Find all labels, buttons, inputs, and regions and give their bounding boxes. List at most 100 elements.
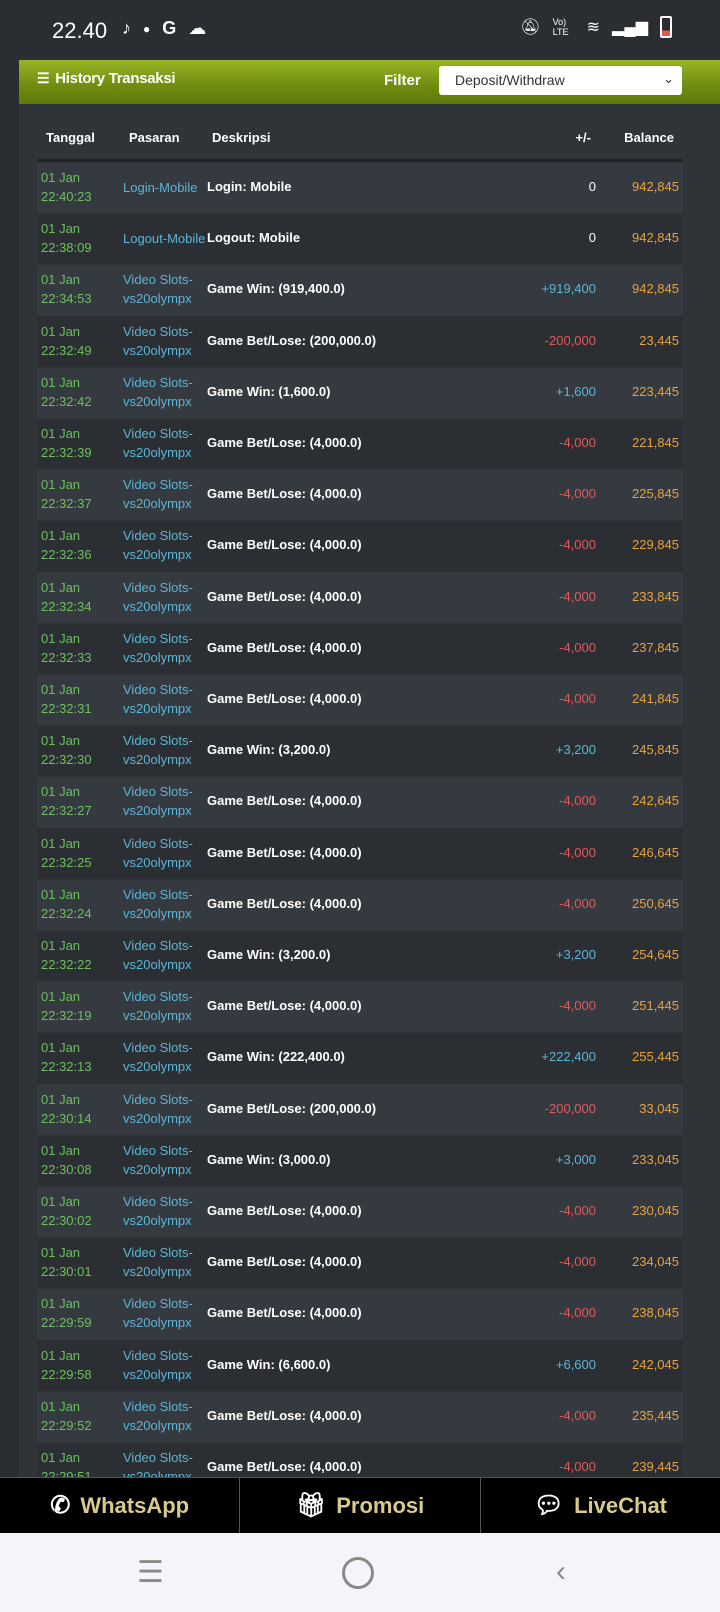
row-balance: 942,845 bbox=[632, 230, 679, 246]
row-market: Video Slots-vs20olympx bbox=[123, 1296, 193, 1331]
axis-icon: ● bbox=[143, 21, 151, 36]
table-row: 01 Jan 22:32:27 Video Slots-vs20olympx Game… bbox=[37, 777, 683, 828]
row-market: Video Slots-vs20olympx bbox=[123, 374, 193, 409]
row-balance: 239,445 bbox=[632, 1459, 679, 1474]
row-balance: 234,045 bbox=[632, 1254, 679, 1270]
row-market: Video Slots-vs20olympx bbox=[123, 1398, 193, 1433]
row-date: 01 Jan 22:30:14 bbox=[41, 1091, 92, 1126]
chevron-down-icon: ⌄ bbox=[663, 71, 674, 86]
col-change: +/- bbox=[575, 130, 591, 145]
row-description: Game Bet/Lose: (4,000.0) bbox=[207, 691, 362, 706]
row-change: -4,000 bbox=[559, 1254, 596, 1270]
row-date: 01 Jan 22:32:19 bbox=[41, 989, 92, 1024]
row-change: -4,000 bbox=[559, 435, 596, 450]
table-row: 01 Jan 22:30:01 Video Slots-vs20olympx Game… bbox=[37, 1238, 683, 1289]
row-date: 01 Jan 22:32:42 bbox=[41, 374, 92, 409]
row-change: -4,000 bbox=[559, 844, 596, 860]
row-date: 01 Jan 22:34:53 bbox=[41, 272, 92, 307]
row-description: Game Bet/Lose: (4,000.0) bbox=[207, 588, 362, 604]
row-market: Video Slots-vs20olympx bbox=[123, 426, 193, 460]
col-deskripsi: Deskripsi bbox=[212, 130, 271, 145]
row-description: Game Bet/Lose: (4,000.0) bbox=[207, 1305, 362, 1321]
row-date: 01 Jan 22:32:22 bbox=[41, 938, 92, 972]
table-row: 01 Jan 22:34:53 Video Slots-vs20olympx Game… bbox=[37, 265, 683, 316]
row-description: Game Bet/Lose: (4,000.0) bbox=[207, 435, 362, 450]
row-date: 01 Jan 22:32:39 bbox=[41, 426, 92, 460]
row-date: 01 Jan 22:30:02 bbox=[41, 1194, 92, 1228]
row-change: 0 bbox=[588, 230, 596, 246]
row-balance: 33,045 bbox=[639, 1100, 679, 1116]
livechat-button[interactable]: 💬︎ LiveChat bbox=[533, 1492, 668, 1519]
row-market: Video Slots-vs20olympx bbox=[123, 733, 193, 768]
row-change: +3,000 bbox=[555, 1151, 596, 1167]
row-market: Video Slots-vs20olympx bbox=[123, 272, 193, 307]
table-header: Tanggal Pasaran Deskripsi +/- Balance bbox=[37, 122, 683, 162]
table-row: 01 Jan 22:40:23 Login-Mobile Login: Mobile 0… bbox=[37, 163, 683, 213]
row-balance: 245,845 bbox=[632, 742, 679, 758]
table-row: 01 Jan 22:32:34 Video Slots-vs20olympx Game… bbox=[37, 572, 683, 623]
row-balance: 229,845 bbox=[632, 537, 679, 553]
row-balance: 233,045 bbox=[632, 1151, 679, 1167]
row-description: Game Bet/Lose: (4,000.0) bbox=[207, 537, 362, 553]
row-description: Game Win: (6,600.0) bbox=[207, 1356, 331, 1372]
row-market: Video Slots-vs20olympx bbox=[123, 938, 193, 972]
row-change: -4,000 bbox=[559, 793, 596, 809]
table-row: 01 Jan 22:32:13 Video Slots-vs20olympx Game… bbox=[37, 1033, 683, 1084]
promosi-button[interactable]: 🎁︎ Promosi bbox=[240, 1478, 481, 1533]
row-date: 01 Jan 22:32:13 bbox=[41, 1040, 92, 1075]
row-description: Game Win: (3,200.0) bbox=[207, 947, 331, 962]
whatsapp-button[interactable]: ✆ WhatsApp bbox=[0, 1478, 241, 1533]
row-date: 01 Jan 22:40:23 bbox=[41, 170, 92, 204]
battery-icon bbox=[660, 16, 672, 38]
row-market: Video Slots-vs20olympx bbox=[123, 886, 193, 921]
row-date: 01 Jan 22:32:24 bbox=[41, 886, 92, 921]
row-date: 01 Jan 22:29:58 bbox=[41, 1347, 92, 1382]
row-change: -4,000 bbox=[559, 1407, 596, 1423]
row-date: 01 Jan 22:32:27 bbox=[41, 784, 92, 819]
row-date: 01 Jan 22:30:01 bbox=[41, 1245, 92, 1280]
table-row: 01 Jan 22:30:08 Video Slots-vs20olympx Game… bbox=[37, 1135, 683, 1186]
table-row: 01 Jan 22:32:36 Video Slots-vs20olympx Game… bbox=[37, 521, 683, 572]
row-change: +3,200 bbox=[555, 742, 596, 758]
history-panel: ☰ History Transaksi Filter Deposit/Withd… bbox=[19, 60, 720, 1493]
row-description: Game Bet/Lose: (4,000.0) bbox=[207, 1407, 362, 1423]
row-description: Game Bet/Lose: (4,000.0) bbox=[207, 1459, 362, 1474]
row-balance: 235,445 bbox=[632, 1407, 679, 1423]
gift-icon: 🎁︎ bbox=[295, 1492, 327, 1519]
row-balance: 942,845 bbox=[632, 281, 679, 297]
table-row: 01 Jan 22:29:59 Video Slots-vs20olympx Game… bbox=[37, 1289, 683, 1340]
home-icon[interactable] bbox=[342, 1557, 374, 1589]
row-balance: 237,845 bbox=[632, 639, 679, 655]
row-market: Video Slots-vs20olympx bbox=[123, 989, 193, 1024]
col-pasaran: Pasaran bbox=[129, 130, 180, 145]
row-date: 01 Jan 22:32:36 bbox=[41, 528, 92, 563]
row-market: Video Slots-vs20olympx bbox=[123, 1245, 193, 1280]
row-description: Game Bet/Lose: (4,000.0) bbox=[207, 486, 362, 502]
row-description: Game Bet/Lose: (4,000.0) bbox=[207, 639, 362, 655]
col-balance: Balance bbox=[624, 130, 674, 145]
table-row: 01 Jan 22:32:39 Video Slots-vs20olympx Game… bbox=[37, 419, 683, 469]
row-market: Video Slots-vs20olympx bbox=[123, 784, 193, 819]
recents-icon[interactable]: ☰ bbox=[137, 1556, 164, 1589]
filter-select[interactable]: Deposit/Withdraw ⌄ bbox=[439, 66, 682, 95]
volte-icon: Vo) LTE bbox=[552, 17, 569, 37]
bottom-bar: ✆ WhatsApp 🎁︎ Promosi 💬︎ LiveChat bbox=[0, 1477, 720, 1533]
row-change: -200,000 bbox=[544, 332, 596, 348]
row-description: Login: Mobile bbox=[207, 179, 292, 194]
status-bar: 22.40 ♪ ● G ☁ 🔕︎ Vo) LTE ≋ ▂▄▆ bbox=[0, 0, 720, 60]
row-change: +6,600 bbox=[555, 1356, 596, 1372]
row-description: Game Bet/Lose: (4,000.0) bbox=[207, 793, 362, 809]
row-market: Video Slots-vs20olympx bbox=[123, 1142, 193, 1177]
row-market: Video Slots-vs20olympx bbox=[123, 1347, 193, 1382]
row-description: Logout: Mobile bbox=[207, 230, 301, 246]
back-icon[interactable]: ‹ bbox=[556, 1555, 566, 1588]
panel-header: ☰ History Transaksi Filter Deposit/Withd… bbox=[19, 60, 720, 104]
row-change: +222,400 bbox=[541, 1049, 596, 1065]
row-description: Game Bet/Lose: (4,000.0) bbox=[207, 998, 362, 1014]
table-row: 01 Jan 22:32:24 Video Slots-vs20olympx Game… bbox=[37, 879, 683, 930]
row-date: 01 Jan 22:32:34 bbox=[41, 579, 92, 614]
row-date: 01 Jan 22:32:31 bbox=[41, 682, 92, 716]
row-market: Video Slots-vs20olympx bbox=[123, 1040, 193, 1075]
table-row: 01 Jan 22:29:58 Video Slots-vs20olympx Game… bbox=[37, 1340, 683, 1391]
row-balance: 225,845 bbox=[632, 486, 679, 502]
